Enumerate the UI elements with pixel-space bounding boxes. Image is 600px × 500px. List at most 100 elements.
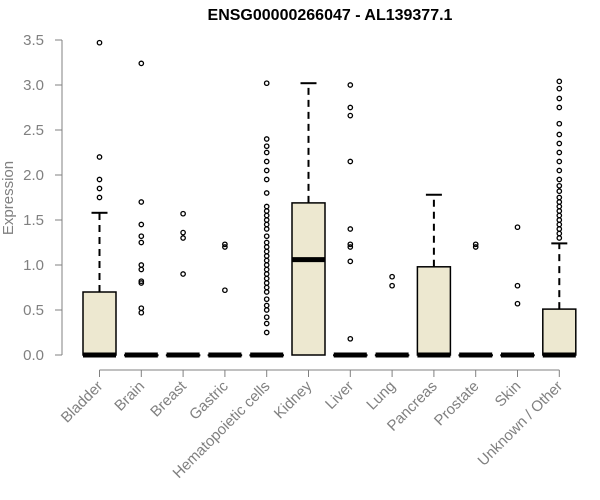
outlier-point (180, 229, 186, 236)
outlier-point (263, 217, 270, 223)
outlier-point (263, 226, 270, 232)
outlier-point (263, 221, 270, 228)
outlier-point (263, 239, 270, 246)
outlier-point (222, 287, 228, 294)
outlier-point (263, 212, 270, 219)
outlier-point (472, 241, 479, 248)
box (82, 291, 117, 356)
outlier-point (347, 112, 354, 119)
outlier-point (556, 203, 563, 210)
outlier-point (556, 208, 563, 214)
outlier-point (556, 188, 563, 195)
outlier-point (263, 136, 270, 142)
outlier-point (263, 307, 270, 313)
y-tick-label: 3.0 (23, 77, 44, 94)
outlier-point (263, 158, 270, 165)
outlier-point (556, 199, 563, 205)
outlier-point (96, 194, 103, 201)
x-tick-label: Breast (147, 377, 190, 420)
outlier-point (263, 176, 270, 183)
outlier-point (472, 244, 479, 250)
y-tick-label: 1.0 (23, 257, 44, 274)
outlier-point (138, 266, 145, 273)
box-group (165, 210, 201, 358)
outlier-point (138, 278, 145, 285)
outlier-point (138, 60, 145, 67)
outlier-point (556, 131, 563, 138)
outlier-point (347, 335, 354, 342)
x-tick-label: Kidney (271, 377, 316, 422)
outlier-point (138, 233, 145, 240)
box-group (374, 273, 410, 358)
box-group (249, 80, 284, 358)
outlier-point (263, 149, 270, 156)
outlier-point (263, 80, 270, 87)
outlier-point (514, 300, 521, 307)
y-tick-label: 2.0 (23, 167, 44, 184)
outlier-point (263, 262, 270, 268)
outlier-point (263, 167, 270, 174)
box-group (82, 39, 117, 358)
outlier-point (263, 289, 270, 295)
outlier-point (556, 120, 563, 127)
outlier-point (556, 217, 563, 223)
outlier-point (347, 226, 354, 232)
outlier-point (347, 244, 354, 250)
outlier-point (263, 203, 270, 210)
outlier-point (389, 273, 395, 280)
box-group (542, 78, 577, 358)
outlier-point (263, 190, 270, 196)
outlier-point (263, 244, 270, 250)
outlier-point (263, 233, 270, 240)
outlier-point (556, 104, 563, 111)
box-group (458, 241, 493, 358)
outlier-point (556, 182, 563, 189)
x-tick-label: Liver (322, 378, 357, 413)
y-tick-label: 0.5 (23, 302, 44, 319)
outlier-point (556, 226, 563, 232)
outlier-point (556, 235, 563, 241)
outlier-point (556, 95, 563, 102)
box-group (500, 224, 535, 358)
outlier-point (138, 199, 145, 205)
outlier-point (556, 212, 563, 219)
y-tick-label: 2.5 (23, 122, 44, 139)
y-tick-label: 1.5 (23, 212, 44, 229)
x-tick-label: Brain (111, 378, 148, 415)
outlier-point (96, 39, 103, 46)
outlier-point (263, 284, 270, 291)
outlier-point (556, 221, 563, 228)
outlier-point (556, 140, 563, 147)
outlier-point (263, 208, 270, 214)
x-tick-label: Skin (492, 378, 525, 411)
outlier-point (180, 235, 186, 241)
outlier-point (263, 302, 270, 309)
x-tick-label: Bladder (58, 378, 107, 427)
outlier-point (556, 167, 563, 174)
box (291, 202, 326, 356)
outlier-point (556, 78, 563, 85)
x-tick-label: Lung (363, 378, 399, 414)
outlier-point (556, 194, 563, 201)
outlier-point (556, 85, 563, 92)
outlier-point (263, 280, 270, 286)
outlier-point (347, 82, 354, 88)
outlier-point (96, 154, 103, 160)
box (542, 308, 577, 356)
outlier-point (263, 266, 270, 273)
outlier-point (263, 257, 270, 264)
outlier-point (263, 143, 270, 150)
outlier-point (96, 176, 103, 183)
outlier-point (263, 275, 270, 282)
outlier-point (263, 248, 270, 255)
box-group (124, 60, 159, 358)
outlier-point (263, 314, 270, 321)
outlier-point (556, 158, 563, 165)
outlier-point (514, 224, 521, 231)
axis-layer: 0.0 0.5 1.0 1.5 2.0 2.5 3.0 3.5 Expression (0, 32, 560, 377)
chart-title: ENSG00000266047 - AL139377.1 (207, 7, 453, 24)
box (416, 266, 452, 356)
outlier-point (96, 185, 103, 192)
